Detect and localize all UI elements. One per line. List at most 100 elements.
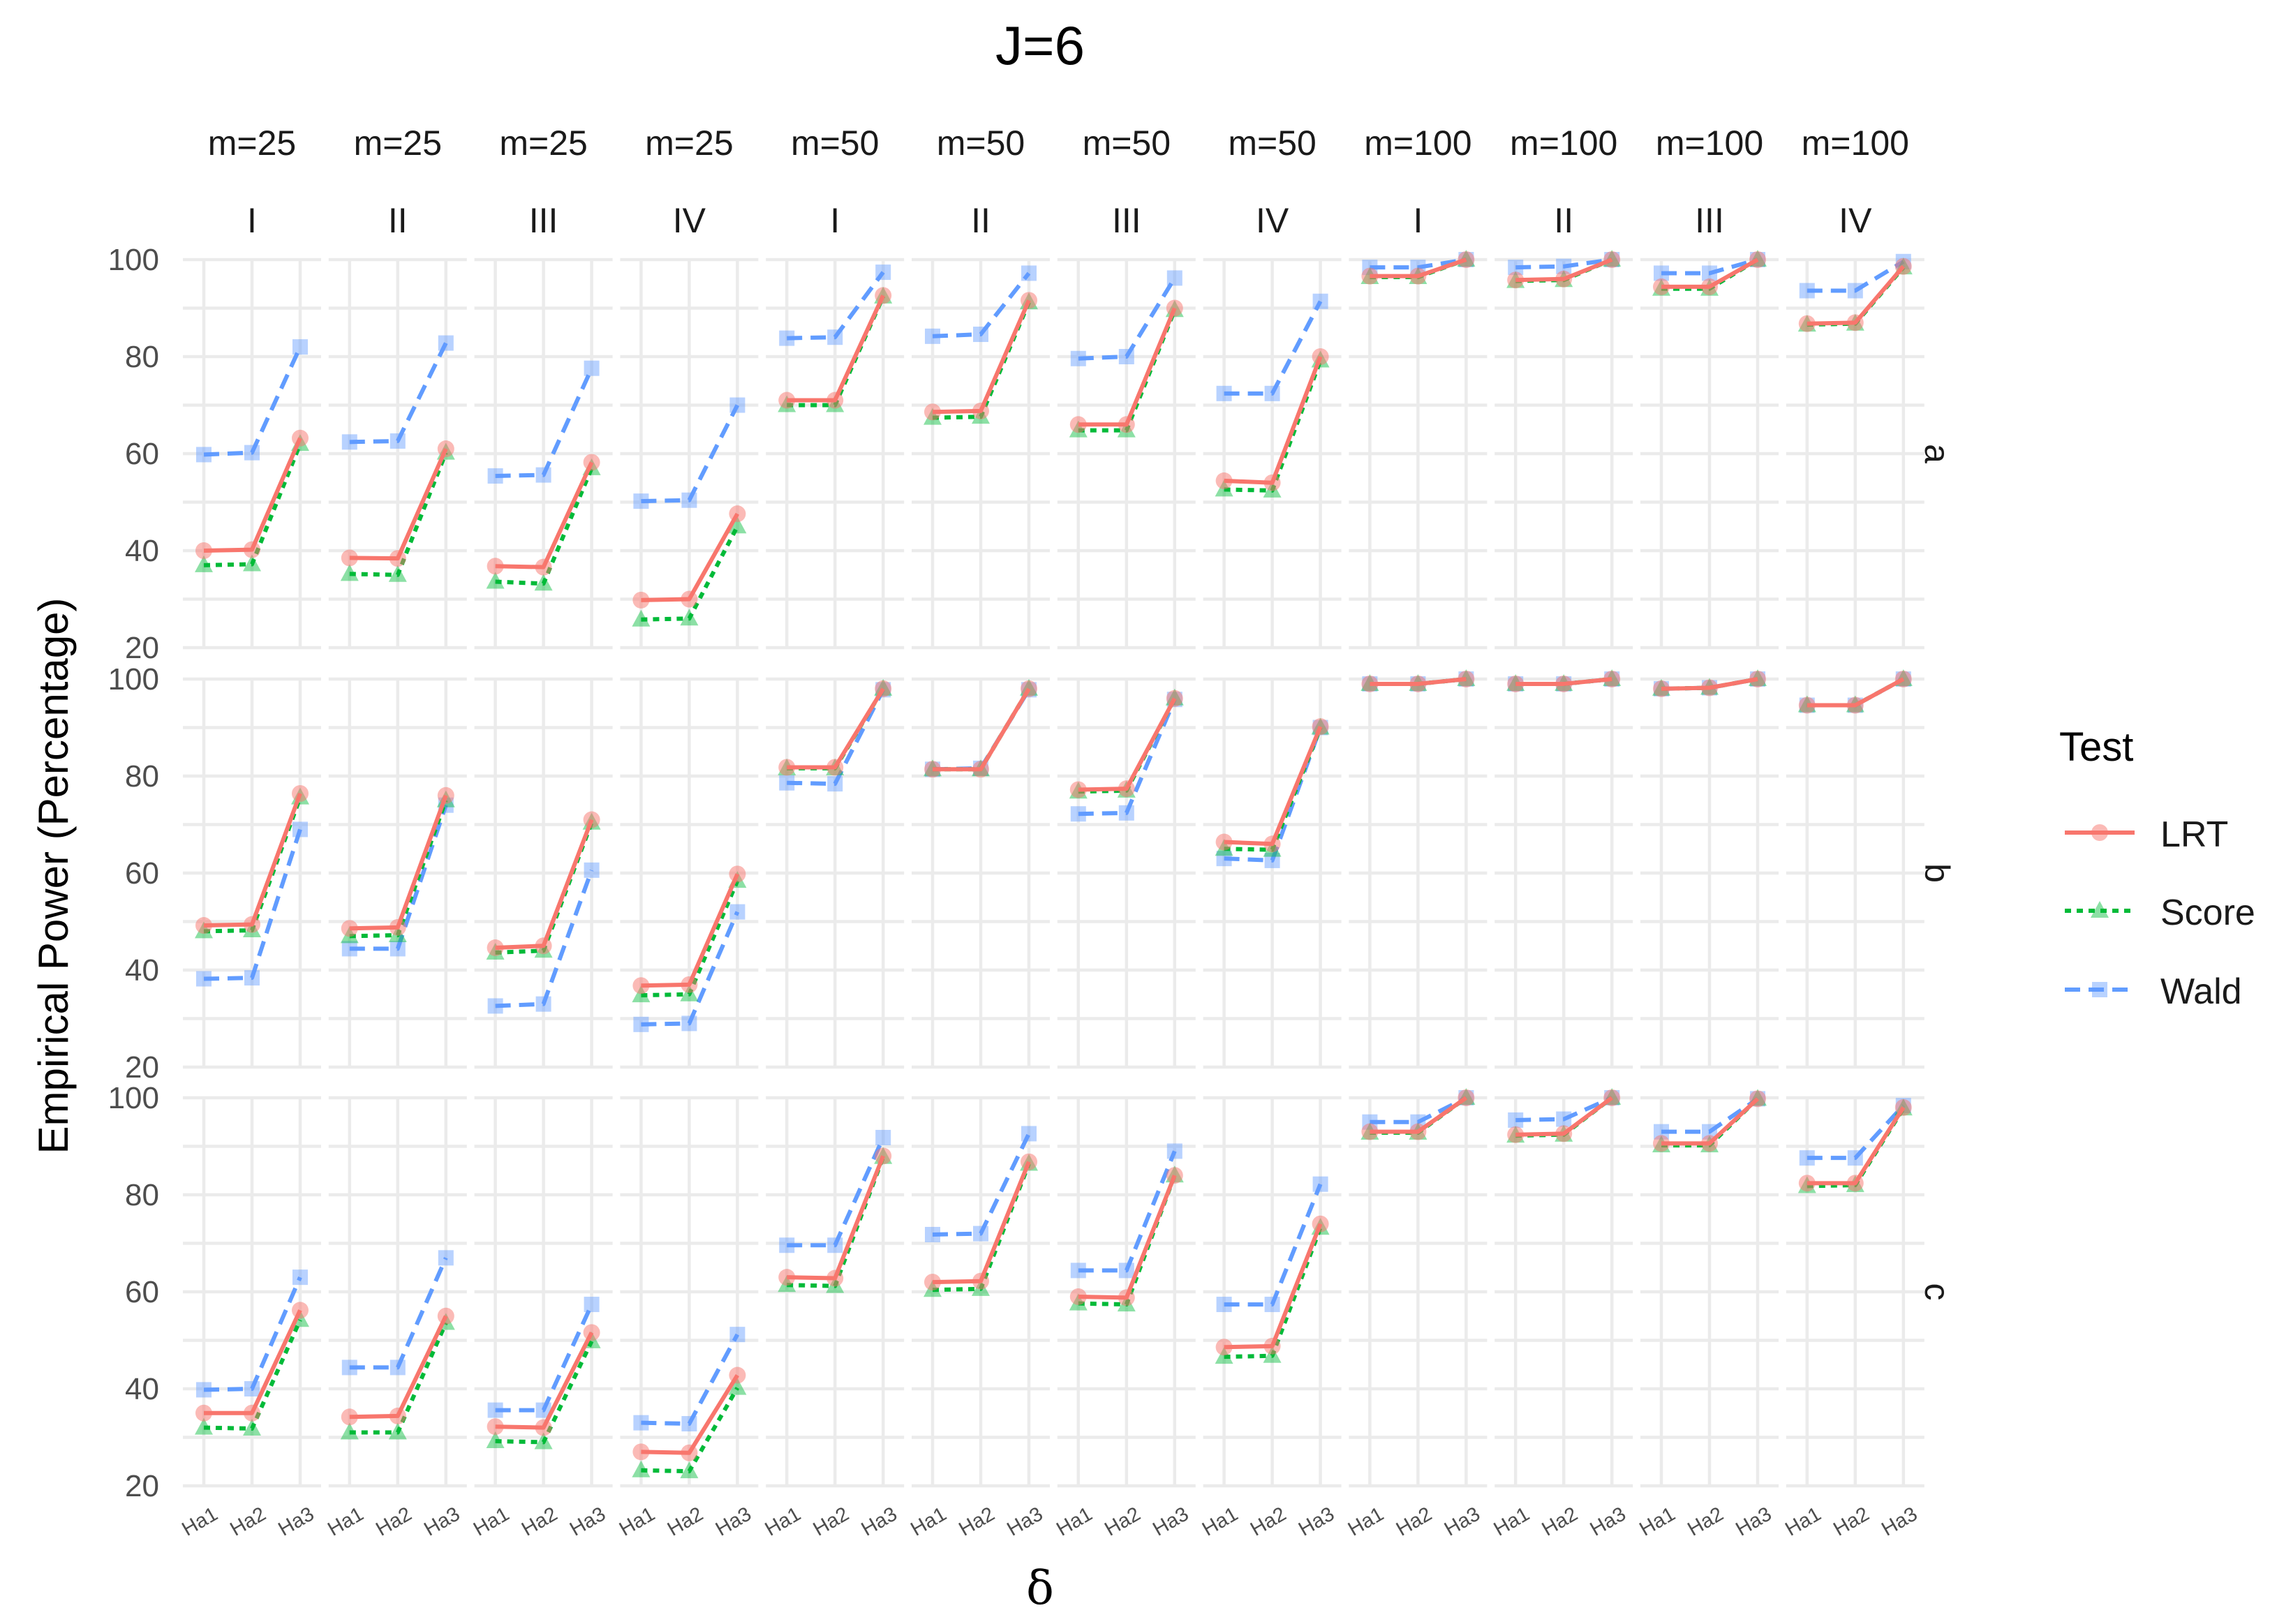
point-lrt-a-col-12-ha3 bbox=[1894, 258, 1912, 275]
x-tick-label-col-1-ha1: Ha1 bbox=[178, 1503, 221, 1540]
x-tick-label-col-11-ha3: Ha3 bbox=[1732, 1503, 1775, 1540]
series-line-wald-b-col-3 bbox=[495, 869, 594, 1008]
panel-c-col-1 bbox=[183, 1096, 321, 1488]
point-lrt-b-col-11-ha3 bbox=[1749, 671, 1766, 687]
point-lrt-c-col-7-ha1 bbox=[1069, 1288, 1087, 1305]
point-wald-c-col-5-ha3 bbox=[875, 1129, 891, 1145]
panel-b-col-3 bbox=[474, 677, 613, 1069]
series-line-wald-b-col-1 bbox=[203, 828, 302, 981]
panel-a-col-2 bbox=[328, 258, 467, 650]
panel-a-col-10 bbox=[1494, 250, 1633, 650]
strip-case-col-8: IV bbox=[1256, 201, 1289, 240]
x-tick-label-col-11-ha1: Ha1 bbox=[1636, 1503, 1679, 1540]
series-line-wald-a-col-4 bbox=[641, 404, 740, 504]
point-lrt-b-col-5-ha2 bbox=[826, 759, 844, 776]
point-wald-a-col-4-ha3 bbox=[729, 397, 746, 413]
point-wald-a-col-6-ha3 bbox=[1021, 265, 1037, 281]
x-tick-label-col-4-ha3: Ha3 bbox=[712, 1503, 755, 1540]
x-tick-label-col-10-ha3: Ha3 bbox=[1587, 1503, 1630, 1540]
series-line-wald-a-col-11 bbox=[1661, 258, 1758, 276]
point-lrt-b-col-3-ha1 bbox=[487, 939, 504, 957]
series-line-wald-a-col-7 bbox=[1078, 276, 1177, 361]
y-tick-label-b-100: 100 bbox=[108, 662, 159, 696]
point-score-c-col-4-ha1 bbox=[632, 1460, 651, 1477]
point-wald-a-col-10-ha2 bbox=[1556, 258, 1572, 274]
point-lrt-a-col-5-ha2 bbox=[826, 392, 844, 409]
panel-a-col-7 bbox=[1057, 258, 1196, 650]
point-wald-c-col-10-ha2 bbox=[1556, 1111, 1572, 1127]
point-wald-b-col-3-ha2 bbox=[535, 996, 551, 1012]
legend-label-wald: Wald bbox=[2160, 971, 2242, 1012]
series-line-wald-c-col-2 bbox=[349, 1257, 448, 1370]
point-score-c-col-1-ha2 bbox=[243, 1418, 261, 1436]
point-score-c-col-3-ha2 bbox=[534, 1432, 553, 1450]
point-lrt-c-col-7-ha3 bbox=[1166, 1167, 1183, 1184]
point-lrt-b-col-4-ha3 bbox=[729, 865, 746, 883]
point-score-a-col-2-ha2 bbox=[388, 565, 407, 582]
x-tick-label-col-8-ha2: Ha2 bbox=[1247, 1503, 1290, 1540]
point-wald-c-col-4-ha3 bbox=[729, 1327, 746, 1343]
panel-a-col-9 bbox=[1349, 250, 1488, 650]
point-lrt-a-col-10-ha3 bbox=[1603, 251, 1621, 268]
x-tick-label-col-1-ha2: Ha2 bbox=[226, 1503, 269, 1540]
panel-c-col-5 bbox=[766, 1096, 905, 1488]
panel-c-col-6 bbox=[912, 1096, 1050, 1488]
x-tick-label-col-8-ha1: Ha1 bbox=[1199, 1503, 1242, 1540]
point-lrt-a-col-10-ha2 bbox=[1555, 270, 1573, 288]
x-tick-label-col-3-ha2: Ha2 bbox=[518, 1503, 561, 1540]
strip-m-col-1: m=25 bbox=[208, 124, 296, 163]
series-line-score-a-col-4 bbox=[641, 525, 740, 622]
series-line-wald-a-col-3 bbox=[495, 367, 594, 478]
x-tick-label-col-2-ha3: Ha3 bbox=[420, 1503, 463, 1540]
point-lrt-b-col-2-ha3 bbox=[437, 787, 454, 804]
strip-m-col-10: m=100 bbox=[1510, 124, 1617, 163]
series-line-wald-c-col-9 bbox=[1370, 1096, 1467, 1124]
x-tick-label-col-12-ha3: Ha3 bbox=[1878, 1503, 1921, 1540]
point-score-a-col-1-ha2 bbox=[243, 554, 261, 572]
point-lrt-a-col-7-ha1 bbox=[1069, 416, 1087, 433]
point-wald-c-col-5-ha2 bbox=[827, 1237, 843, 1253]
point-wald-c-col-2-ha1 bbox=[341, 1359, 357, 1376]
point-lrt-c-col-9-ha3 bbox=[1458, 1089, 1475, 1106]
point-lrt-b-col-9-ha1 bbox=[1361, 675, 1379, 692]
point-lrt-b-col-10-ha1 bbox=[1507, 675, 1525, 692]
chart-title: J=6 bbox=[995, 15, 1085, 76]
x-tick-label-col-3-ha3: Ha3 bbox=[566, 1503, 609, 1540]
strip-case-col-2: II bbox=[388, 201, 408, 240]
point-lrt-c-col-1-ha2 bbox=[244, 1404, 260, 1422]
point-wald-c-col-3-ha3 bbox=[584, 1297, 600, 1313]
point-score-a-col-4-ha1 bbox=[632, 609, 651, 627]
point-wald-c-col-7-ha1 bbox=[1070, 1262, 1086, 1279]
legend-keys bbox=[2065, 824, 2135, 997]
series-line-wald-a-col-10 bbox=[1515, 258, 1612, 270]
point-wald-b-col-8-ha2 bbox=[1264, 852, 1280, 868]
point-lrt-c-col-7-ha2 bbox=[1118, 1289, 1135, 1306]
panel-a-col-8 bbox=[1203, 258, 1342, 650]
point-wald-a-col-7-ha3 bbox=[1166, 270, 1182, 286]
point-wald-c-col-5-ha1 bbox=[779, 1237, 795, 1253]
point-lrt-b-col-6-ha1 bbox=[924, 761, 941, 778]
panel-a-col-12 bbox=[1786, 253, 1924, 650]
point-wald-a-col-4-ha2 bbox=[681, 492, 697, 508]
panel-b-col-6 bbox=[912, 677, 1050, 1069]
point-wald-a-col-7-ha2 bbox=[1118, 349, 1134, 364]
point-lrt-c-col-6-ha3 bbox=[1021, 1153, 1037, 1170]
x-axis-label: δ bbox=[1026, 1561, 1054, 1615]
point-wald-a-col-7-ha1 bbox=[1070, 350, 1086, 366]
strip-case-col-1: I bbox=[247, 201, 257, 240]
point-wald-b-col-1-ha3 bbox=[292, 821, 308, 837]
point-lrt-a-col-6-ha3 bbox=[1021, 292, 1037, 309]
point-wald-a-col-6-ha2 bbox=[973, 327, 988, 343]
y-tick-label-c-80: 80 bbox=[125, 1178, 159, 1212]
y-tick-label-c-20: 20 bbox=[125, 1469, 159, 1503]
point-lrt-c-col-2-ha3 bbox=[437, 1307, 454, 1325]
point-wald-c-col-1-ha1 bbox=[196, 1382, 212, 1398]
point-wald-a-col-12-ha1 bbox=[1799, 283, 1815, 299]
point-lrt-b-col-1-ha1 bbox=[195, 917, 212, 934]
strip-m-col-7: m=50 bbox=[1083, 124, 1171, 163]
point-lrt-c-col-10-ha3 bbox=[1603, 1089, 1621, 1106]
point-wald-c-col-12-ha1 bbox=[1799, 1150, 1815, 1166]
point-wald-a-col-12-ha2 bbox=[1847, 283, 1863, 299]
point-lrt-b-col-1-ha3 bbox=[292, 785, 309, 803]
series-line-wald-a-col-6 bbox=[932, 271, 1031, 338]
